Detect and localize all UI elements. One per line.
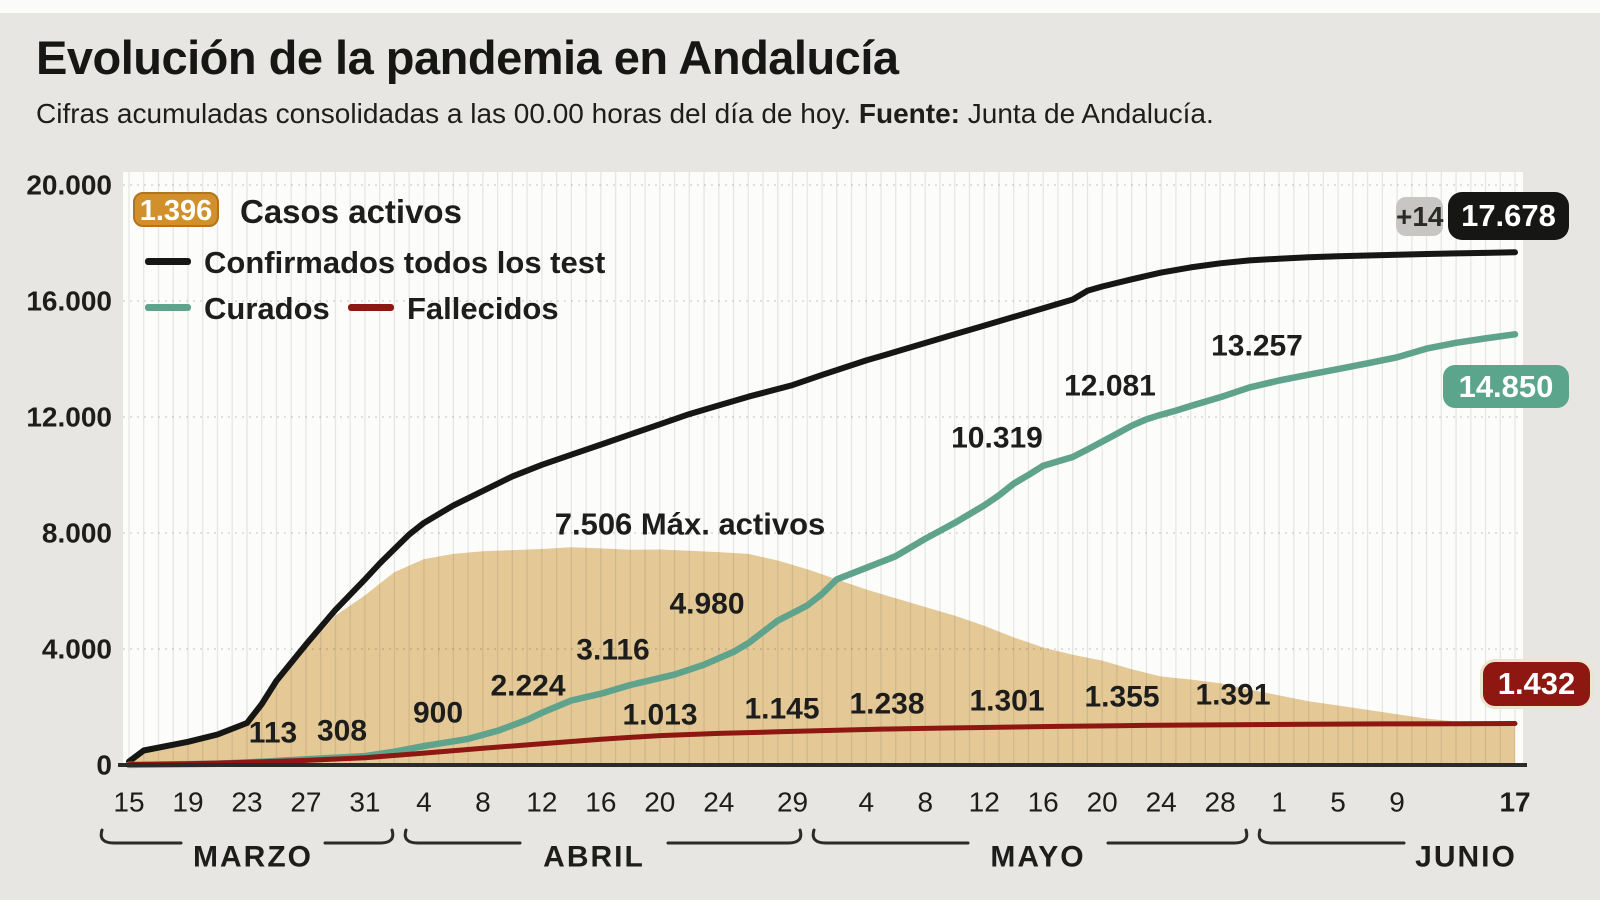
value-annotation: 1.301 xyxy=(969,685,1044,718)
x-tick-label: 5 xyxy=(1330,787,1346,818)
value-annotation: 13.257 xyxy=(1211,330,1303,363)
value-annotation: 4.980 xyxy=(669,588,744,621)
legend-cured-label: Curados xyxy=(204,291,330,326)
daily-increase-badge: +14 xyxy=(1396,197,1444,236)
x-tick-label: 23 xyxy=(231,787,262,818)
y-tick-label: 16.000 xyxy=(26,286,112,317)
value-annotation: 3.116 xyxy=(576,634,649,667)
x-axis-line xyxy=(118,763,1527,767)
value-annotation: 10.319 xyxy=(951,422,1043,455)
x-tick-label: 4 xyxy=(858,787,874,818)
value-annotation: 2.224 xyxy=(490,670,565,703)
x-tick-label: 20 xyxy=(644,787,675,818)
y-tick-label: 12.000 xyxy=(26,402,112,433)
legend-deaths-swatch xyxy=(348,304,394,311)
legend-active-label: Casos activos xyxy=(240,193,462,230)
month-label: MARZO xyxy=(193,841,313,874)
confirmed-total-badge: 17.678 xyxy=(1448,192,1569,240)
x-tick-label: 1 xyxy=(1271,787,1287,818)
y-tick-label: 4.000 xyxy=(42,634,112,665)
legend-deaths-label: Fallecidos xyxy=(407,291,559,326)
value-annotation: 12.081 xyxy=(1064,370,1156,403)
y-tick-label: 8.000 xyxy=(42,518,112,549)
x-tick-label: 24 xyxy=(1146,787,1177,818)
value-annotation: 1.355 xyxy=(1084,681,1159,714)
month-label: ABRIL xyxy=(543,841,645,874)
x-tick-label: 29 xyxy=(777,787,808,818)
active-cases-area xyxy=(129,547,1515,765)
cured-total-badge: 14.850 xyxy=(1443,365,1569,408)
month-bracket xyxy=(99,828,395,845)
top-strip xyxy=(0,0,1600,13)
y-tick-label: 0 xyxy=(96,750,112,781)
deaths-total-badge: 1.432 xyxy=(1483,662,1590,706)
x-tick-label: 31 xyxy=(349,787,380,818)
active-cases-badge: 1.396 xyxy=(133,192,219,227)
value-annotation: 900 xyxy=(413,697,463,730)
month-bracket xyxy=(811,828,1249,845)
value-annotation: 113 xyxy=(249,717,297,750)
x-tick-label: 27 xyxy=(290,787,321,818)
value-annotation: 7.506 Máx. activos xyxy=(555,507,826,542)
x-tick-label: 16 xyxy=(1028,787,1059,818)
x-tick-label: 12 xyxy=(969,787,1000,818)
subtitle: Cifras acumuladas consolidadas a las 00.… xyxy=(36,98,1214,130)
value-annotation: 1.013 xyxy=(622,699,697,732)
legend-confirmed-label: Confirmados todos los test xyxy=(204,245,606,280)
x-tick-label: 15 xyxy=(113,787,144,818)
subtitle-text: Cifras acumuladas consolidadas a las 00.… xyxy=(36,98,859,129)
x-tick-label: 4 xyxy=(416,787,432,818)
x-tick-label: 24 xyxy=(703,787,734,818)
x-tick-label: 8 xyxy=(475,787,491,818)
month-label: JUNIO xyxy=(1415,841,1517,874)
month-bracket xyxy=(403,828,803,845)
x-tick-label: 8 xyxy=(917,787,933,818)
x-tick-label: 19 xyxy=(172,787,203,818)
legend-confirmed-swatch xyxy=(145,258,191,265)
value-annotation: 1.391 xyxy=(1195,679,1270,712)
x-tick-label: 20 xyxy=(1087,787,1118,818)
legend-cured-swatch xyxy=(145,304,191,311)
subtitle-source-label: Fuente: xyxy=(858,98,960,129)
value-annotation: 1.145 xyxy=(744,693,819,726)
month-bracket xyxy=(1257,828,1406,845)
value-annotation: 1.238 xyxy=(849,688,924,721)
curados-line xyxy=(125,331,1519,769)
month-label: MAYO xyxy=(990,841,1085,874)
x-tick-label: 16 xyxy=(585,787,616,818)
confirmados-line xyxy=(126,249,1518,765)
y-tick-label: 20.000 xyxy=(26,170,112,201)
value-annotation: 308 xyxy=(317,715,367,748)
x-tick-label: 12 xyxy=(526,787,557,818)
subtitle-source: Junta de Andalucía. xyxy=(959,98,1214,129)
x-tick-label: 28 xyxy=(1205,787,1236,818)
x-tick-label: 17 xyxy=(1499,787,1530,818)
x-tick-label: 9 xyxy=(1389,787,1405,818)
page-title: Evolución de la pandemia en Andalucía xyxy=(36,31,899,84)
fallecidos-line xyxy=(126,721,1518,768)
